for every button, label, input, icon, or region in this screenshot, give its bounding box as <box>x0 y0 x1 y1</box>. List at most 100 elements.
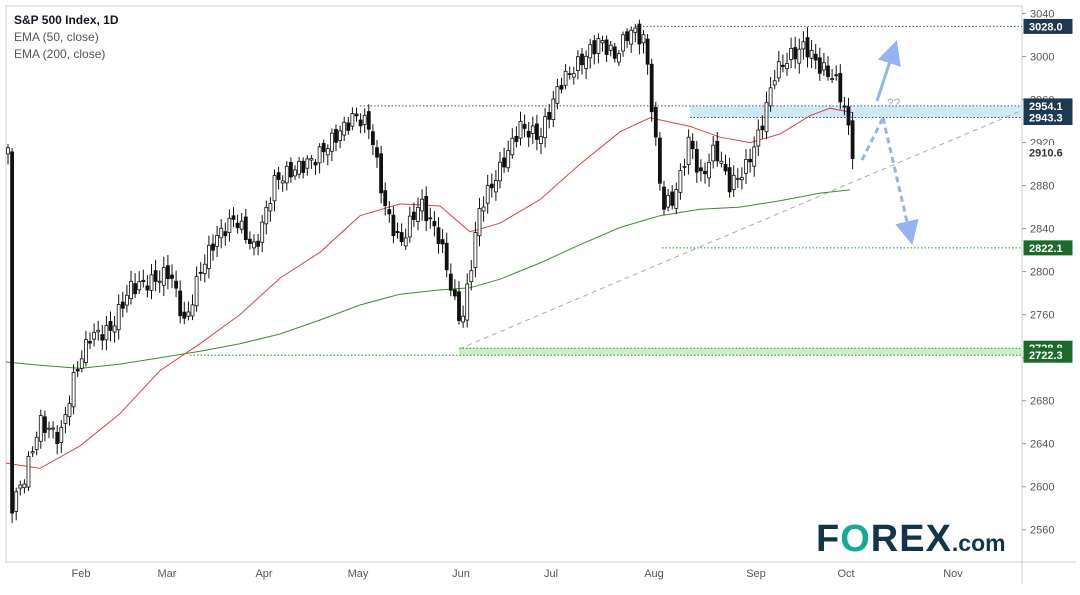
logo-rex: REX <box>870 518 952 560</box>
y-tick-label: 2760 <box>1030 310 1054 322</box>
candle-body <box>79 358 84 369</box>
price-tag-label-zone-bottom: 2943.3 <box>1029 113 1063 125</box>
candle-body <box>781 64 785 67</box>
candle-body <box>104 325 109 341</box>
candle-body <box>690 140 695 150</box>
candle-body <box>842 105 847 108</box>
candle-body <box>297 160 302 175</box>
candle-body <box>416 206 420 222</box>
candle-body <box>649 63 654 113</box>
candle-body <box>59 427 64 443</box>
candle-body <box>256 240 261 247</box>
candle-body <box>699 167 703 172</box>
candle-body <box>477 208 482 237</box>
price-tag-label-zone-top: 2954.1 <box>1029 101 1063 113</box>
candle-body <box>329 132 334 152</box>
candle-body <box>215 235 220 247</box>
candle-body <box>14 491 19 512</box>
candle-body <box>112 325 117 333</box>
candle-body <box>703 170 707 175</box>
x-tick-label-nov: Nov <box>943 568 963 580</box>
candle-body <box>137 281 142 291</box>
candle-body <box>395 230 400 234</box>
logo-dotcom: .com <box>951 530 1006 556</box>
candle-body <box>826 65 830 77</box>
candle-body <box>510 137 515 156</box>
candle-body <box>809 49 814 59</box>
price-tag-label-last-price: 2910.6 <box>1029 148 1063 160</box>
candle-body <box>293 169 297 177</box>
candle-body <box>276 172 281 180</box>
y-tick-label: 3000 <box>1030 52 1054 64</box>
candle-body <box>752 146 757 167</box>
candle-body <box>350 113 355 127</box>
candle-body <box>22 483 27 489</box>
candle-body <box>243 216 248 241</box>
candle-body <box>227 217 232 234</box>
candle-body <box>506 150 511 169</box>
candle-body <box>96 329 101 333</box>
candle-body <box>301 160 306 173</box>
candle-body <box>768 87 773 107</box>
candle-body <box>55 431 60 444</box>
candle-body <box>424 195 429 222</box>
candle-body <box>772 80 777 86</box>
candle-body <box>321 143 326 153</box>
y-tick-label: 2680 <box>1030 396 1054 408</box>
candle-body <box>358 119 363 127</box>
candle-body <box>526 130 531 138</box>
candle-body <box>34 436 39 450</box>
candle-body <box>518 121 523 139</box>
candle-body <box>711 144 716 162</box>
arrow-up-dashed <box>860 117 885 161</box>
candle-body <box>178 290 183 317</box>
candle-body <box>805 37 810 58</box>
x-tick-label-may: May <box>348 568 369 580</box>
candle-body <box>6 147 10 155</box>
x-tick-label-mar: Mar <box>158 568 177 580</box>
candle-body <box>756 129 761 147</box>
candle-body <box>580 53 584 66</box>
candle-body <box>662 186 666 210</box>
candle-body <box>391 214 396 237</box>
candle-body <box>211 243 215 251</box>
candle-body <box>100 334 105 341</box>
price-tag-zone-bottom <box>1023 110 1073 126</box>
candle-body <box>530 125 535 134</box>
candle-body <box>850 120 855 160</box>
candle-body <box>235 222 240 229</box>
candle-body <box>252 241 256 249</box>
candle-body <box>838 73 843 103</box>
candle-body <box>473 232 478 268</box>
candle-body <box>551 98 556 120</box>
candle-body <box>153 270 158 282</box>
y-tick-label: 2640 <box>1030 439 1054 451</box>
candle-body <box>145 285 150 291</box>
price-tag-last-price <box>1023 145 1073 161</box>
logo-f: F <box>816 518 841 560</box>
x-tick-label-jun: Jun <box>452 568 470 580</box>
candle-body <box>846 106 851 126</box>
candle-body <box>346 122 351 131</box>
candle-body <box>182 311 187 319</box>
candle-body <box>719 160 724 164</box>
candle-body <box>379 153 384 194</box>
candle-body <box>776 61 781 79</box>
candle-body <box>571 73 576 78</box>
candle-body <box>760 125 765 131</box>
candle-body <box>305 158 310 169</box>
candle-body <box>18 484 23 489</box>
candle-body <box>576 56 580 71</box>
candle-body <box>785 63 789 69</box>
candle-body <box>612 46 617 59</box>
candle-body <box>670 191 675 206</box>
resistance-zone <box>690 105 1022 118</box>
candle-body <box>621 34 625 52</box>
candle-body <box>674 189 679 209</box>
candle-body <box>731 174 736 190</box>
candle-body <box>440 239 445 245</box>
legend-ema200: EMA (200, close) <box>14 47 106 61</box>
y-tick-label: 2800 <box>1030 267 1054 279</box>
candle-body <box>604 39 609 55</box>
